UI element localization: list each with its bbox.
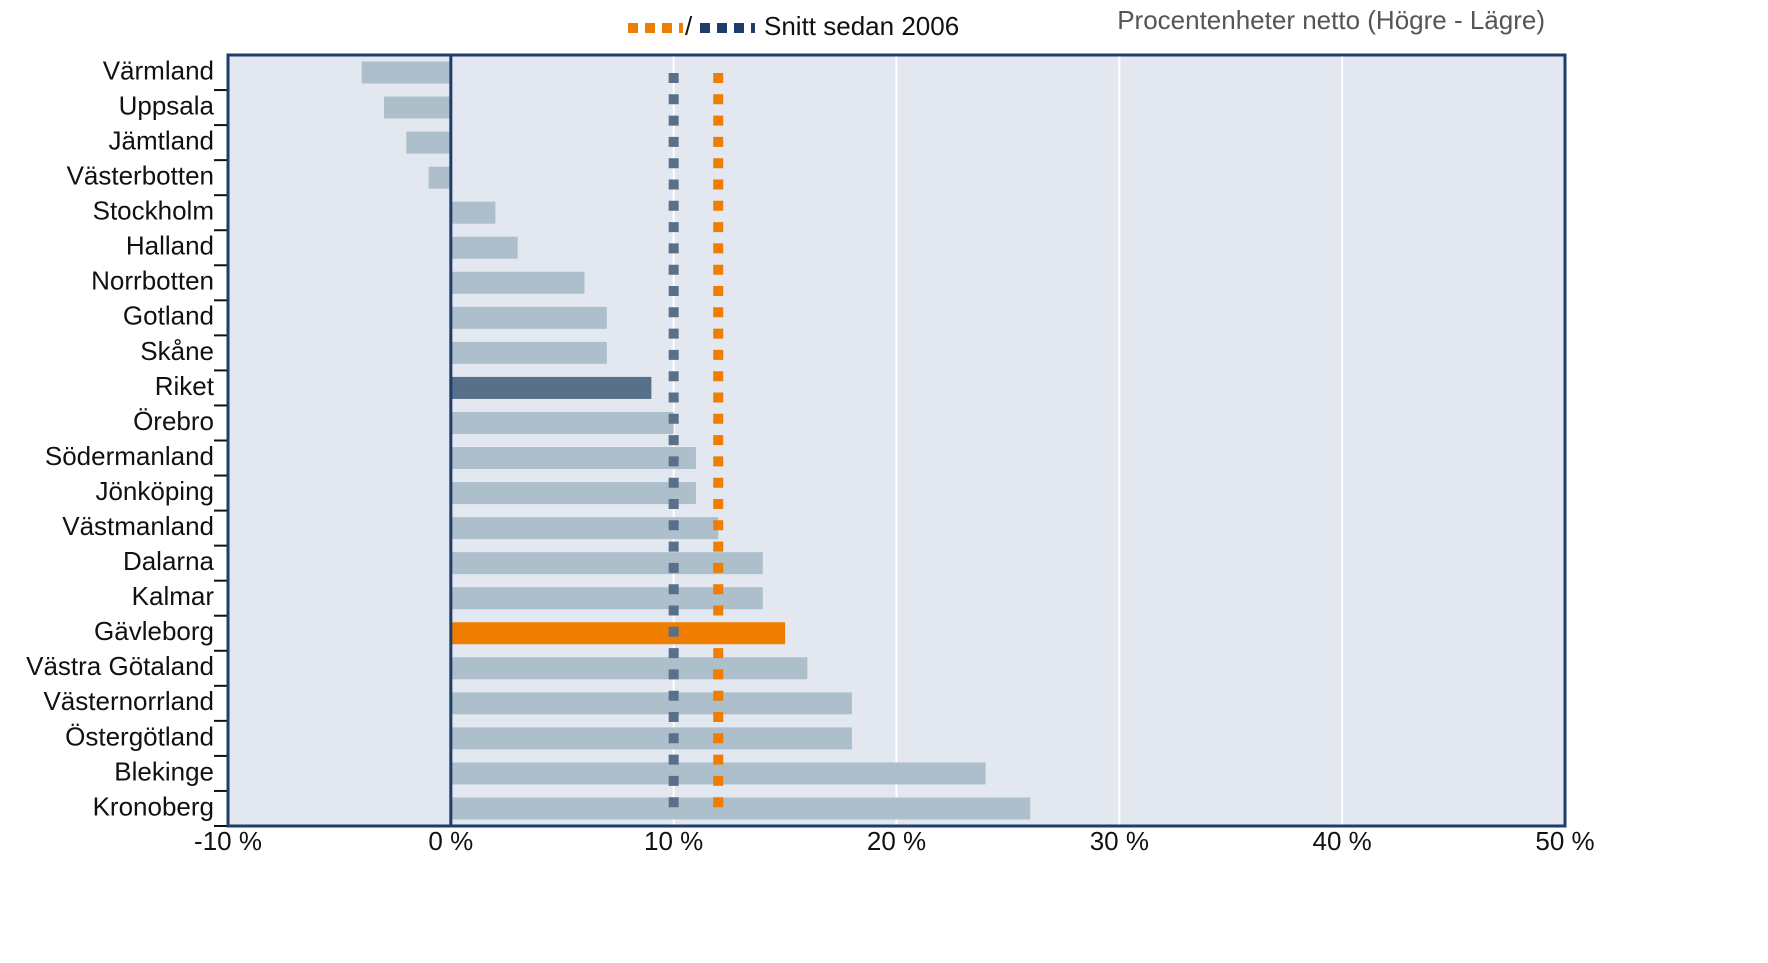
x-tick-label: -10 % [194, 826, 262, 856]
bar [406, 131, 451, 154]
y-tick-label: Gävleborg [94, 616, 214, 646]
bar [450, 517, 719, 540]
y-tick-label: Västmanland [62, 511, 214, 541]
bar [450, 762, 986, 785]
y-tick-label: Västra Götaland [26, 651, 214, 681]
bar [361, 61, 451, 84]
y-tick-label: Södermanland [45, 441, 214, 471]
bar [450, 622, 786, 645]
y-tick-label: Örebro [133, 406, 214, 436]
bar [450, 587, 763, 610]
bar [450, 482, 696, 505]
bar [450, 657, 808, 680]
bar [450, 271, 585, 294]
bar [450, 376, 652, 399]
x-tick-label: 10 % [644, 826, 703, 856]
y-tick-label: Skåne [140, 336, 214, 366]
y-tick-label: Kalmar [132, 581, 215, 611]
y-tick-label: Värmland [103, 55, 214, 85]
bar [450, 447, 696, 470]
bar [450, 552, 763, 575]
y-tick-label: Jönköping [95, 476, 214, 506]
annotation: Procentenheter netto (Högre - Lägre) [1117, 5, 1545, 35]
x-tick-label: 30 % [1090, 826, 1149, 856]
x-tick-label: 20 % [867, 826, 926, 856]
bar [450, 306, 607, 329]
y-tick-label: Riket [155, 371, 215, 401]
legend-label: Snitt sedan 2006 [764, 11, 959, 41]
y-tick-label: Östergötland [65, 721, 214, 751]
x-tick-label: 40 % [1313, 826, 1372, 856]
y-tick-label: Jämtland [109, 125, 215, 155]
y-tick-label: Uppsala [119, 90, 215, 120]
y-tick-label: Kronoberg [93, 791, 214, 821]
bar [450, 797, 1031, 820]
bar [450, 341, 607, 364]
bar [383, 96, 451, 119]
bar [450, 727, 852, 750]
plot-border [226, 53, 1567, 828]
y-tick-label: Blekinge [114, 756, 214, 786]
y-tick-label: Västerbotten [67, 161, 214, 191]
x-tick-label: 0 % [428, 826, 473, 856]
y-tick-label: Norrbotten [91, 266, 214, 296]
bar [428, 166, 451, 189]
y-tick-label: Gotland [123, 301, 214, 331]
x-tick-label: 50 % [1535, 826, 1594, 856]
bar [450, 411, 674, 434]
y-tick-label: Västernorrland [43, 686, 214, 716]
bar [450, 201, 496, 224]
y-tick-label: Stockholm [93, 196, 214, 226]
bar [450, 236, 518, 259]
y-tick-label: Dalarna [123, 546, 215, 576]
legend-separator: / [685, 11, 693, 41]
y-tick-label: Halland [126, 231, 214, 261]
bar [450, 692, 852, 715]
